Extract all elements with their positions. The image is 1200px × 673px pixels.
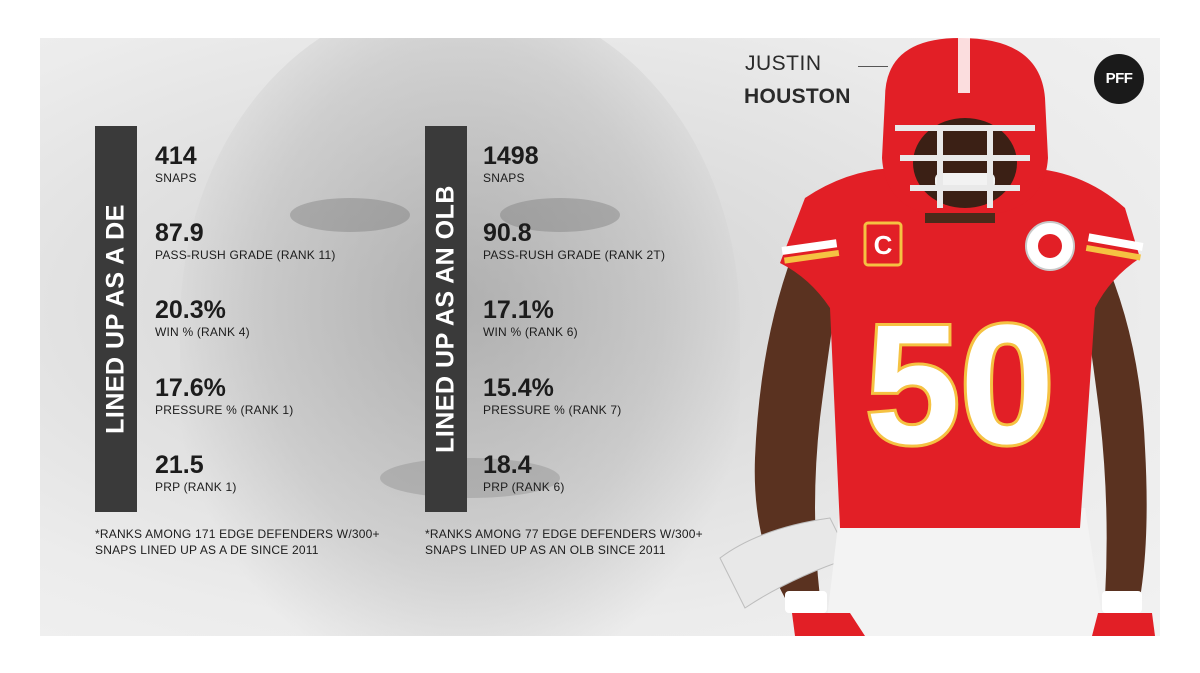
de-stat-pass-rush-grade: 87.9 PASS-RUSH GRADE (RANK 11) bbox=[155, 220, 336, 262]
right-glove bbox=[1092, 613, 1155, 636]
captain-patch bbox=[863, 221, 903, 267]
stat-label: WIN % (RANK 4) bbox=[155, 325, 250, 339]
player-left-arm bbox=[754, 248, 840, 598]
de-stat-prp: 21.5 PRP (RANK 1) bbox=[155, 452, 237, 494]
player-pants bbox=[825, 508, 1105, 636]
stat-value: 17.6% bbox=[155, 374, 226, 402]
sleeve-stripe-right-gold bbox=[1085, 244, 1141, 261]
olb-stat-prp: 18.4 PRP (RANK 6) bbox=[483, 452, 565, 494]
stat-value: 15.4% bbox=[483, 374, 554, 402]
sleeve-stripe-right bbox=[1087, 233, 1144, 251]
afc-patch-center bbox=[1038, 234, 1062, 258]
player-photo: C 50 bbox=[700, 38, 1160, 636]
helmet-stripe bbox=[958, 38, 970, 93]
helmet-facemask bbox=[895, 125, 1035, 208]
stat-value: 90.8 bbox=[483, 219, 532, 247]
de-bar-label: LINED UP AS A DE bbox=[101, 204, 130, 434]
pff-logo: PFF bbox=[1094, 54, 1144, 104]
background-eye-right bbox=[500, 198, 620, 232]
stat-label: PASS-RUSH GRADE (RANK 11) bbox=[155, 248, 336, 262]
stat-label: SNAPS bbox=[483, 171, 525, 185]
stat-label: SNAPS bbox=[155, 171, 197, 185]
olb-stat-win-pct: 17.1% WIN % (RANK 6) bbox=[483, 297, 578, 339]
right-wristband bbox=[1102, 591, 1142, 613]
de-footnote-line-1: *RANKS AMONG 171 EDGE DEFENDERS W/300+ bbox=[95, 527, 380, 541]
left-glove bbox=[792, 613, 865, 636]
sleeve-stripe-left bbox=[781, 239, 838, 255]
olb-footnote: *RANKS AMONG 77 EDGE DEFENDERS W/300+ SN… bbox=[425, 526, 703, 558]
stat-value: 20.3% bbox=[155, 296, 226, 324]
stat-label: PRESSURE % (RANK 1) bbox=[155, 403, 294, 417]
olb-stat-pass-rush-grade: 90.8 PASS-RUSH GRADE (RANK 2T) bbox=[483, 220, 665, 262]
de-footnote-line-2: SNAPS LINED UP AS A DE SINCE 2011 bbox=[95, 543, 319, 557]
player-first-name: JUSTIN bbox=[745, 52, 822, 75]
olb-vertical-bar: LINED UP AS AN OLB bbox=[425, 126, 467, 512]
stat-label: PRP (RANK 1) bbox=[155, 480, 237, 494]
stat-value: 87.9 bbox=[155, 219, 204, 247]
stat-value: 17.1% bbox=[483, 296, 554, 324]
captain-patch-letter: C bbox=[874, 230, 893, 260]
background-mouth bbox=[380, 458, 560, 498]
de-vertical-bar: LINED UP AS A DE bbox=[95, 126, 137, 512]
stat-value: 1498 bbox=[483, 142, 539, 170]
player-face bbox=[913, 118, 1017, 208]
jersey-number: 50 bbox=[865, 290, 1054, 480]
player-illustration: C 50 bbox=[719, 38, 1155, 636]
stat-label: WIN % (RANK 6) bbox=[483, 325, 578, 339]
stat-value: 414 bbox=[155, 142, 197, 170]
de-stat-snaps: 414 SNAPS bbox=[155, 143, 197, 185]
stat-label: PRESSURE % (RANK 7) bbox=[483, 403, 622, 417]
stat-label: PRP (RANK 6) bbox=[483, 480, 565, 494]
olb-bar-label: LINED UP AS AN OLB bbox=[431, 185, 460, 453]
olb-footnote-line-2: SNAPS LINED UP AS AN OLB SINCE 2011 bbox=[425, 543, 666, 557]
background-eye-left bbox=[290, 198, 410, 232]
stat-value: 18.4 bbox=[483, 451, 532, 479]
sleeve-stripe-left-gold bbox=[783, 249, 840, 264]
de-footnote: *RANKS AMONG 171 EDGE DEFENDERS W/300+ S… bbox=[95, 526, 380, 558]
left-wristband bbox=[785, 591, 827, 613]
stat-label: PASS-RUSH GRADE (RANK 2T) bbox=[483, 248, 666, 262]
player-right-arm bbox=[1080, 238, 1147, 598]
de-stat-win-pct: 20.3% WIN % (RANK 4) bbox=[155, 297, 250, 339]
olb-footnote-line-1: *RANKS AMONG 77 EDGE DEFENDERS W/300+ bbox=[425, 527, 703, 541]
olb-stat-pressure-pct: 15.4% PRESSURE % (RANK 7) bbox=[483, 375, 622, 417]
olb-stat-snaps: 1498 SNAPS bbox=[483, 143, 539, 185]
de-stat-pressure-pct: 17.6% PRESSURE % (RANK 1) bbox=[155, 375, 294, 417]
name-divider bbox=[858, 66, 888, 67]
player-last-name: HOUSTON bbox=[744, 85, 851, 108]
stat-value: 21.5 bbox=[155, 451, 204, 479]
